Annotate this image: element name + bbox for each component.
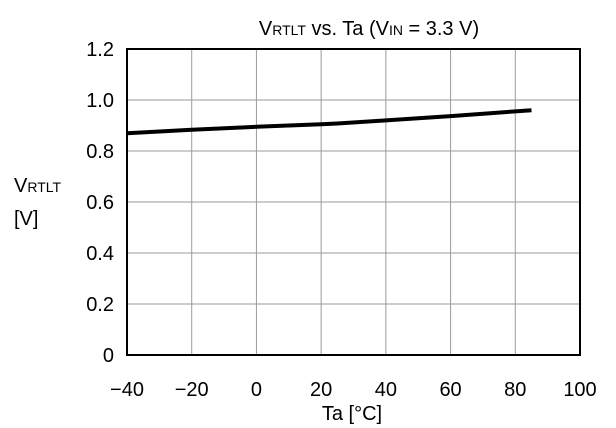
title-mid-subscript: IN	[389, 22, 403, 38]
y-tick-label: 0	[103, 345, 114, 367]
y-tick-label: 0.2	[86, 294, 114, 316]
y-tick-label: 1.0	[86, 90, 114, 112]
x-tick-label: 0	[251, 379, 262, 401]
y-tick-label: 0.8	[86, 141, 114, 163]
y-axis-label-main: V	[14, 175, 28, 197]
series-line-0	[126, 108, 532, 136]
x-tick-label: 100	[563, 379, 596, 401]
title-main-subscript: RTLT	[272, 22, 306, 38]
title-end: = 3.3 V)	[403, 18, 479, 40]
x-tick-label: 20	[310, 379, 332, 401]
y-tick-label: 0.4	[86, 243, 114, 265]
y-axis-unit: [V]	[14, 208, 38, 230]
y-axis-label-subscript: RTLT	[27, 179, 61, 195]
x-axis-label: Ta [°C]	[322, 403, 382, 425]
y-tick-label: 0.6	[86, 192, 114, 214]
title-mid: vs. Ta (V	[306, 18, 390, 40]
x-tick-label: 40	[375, 379, 397, 401]
series-layer	[126, 108, 532, 136]
plot-frame	[126, 48, 581, 356]
x-tick-label: −20	[175, 379, 209, 401]
x-tick-labels: −40 −20 0 20 40 60 80 100	[110, 379, 597, 401]
x-tick-label: 80	[504, 379, 526, 401]
y-tick-label: 1.2	[86, 39, 114, 61]
chart-title: VRTLT vs. Ta (VIN = 3.3 V)	[259, 18, 479, 40]
y-axis-label: VRTLT	[14, 175, 62, 197]
title-main: V	[259, 18, 273, 40]
y-tick-labels: 0 0.2 0.4 0.6 0.8 1.0 1.2	[86, 39, 114, 367]
x-tick-label: 60	[439, 379, 461, 401]
grid	[127, 49, 580, 355]
x-tick-label: −40	[110, 379, 144, 401]
